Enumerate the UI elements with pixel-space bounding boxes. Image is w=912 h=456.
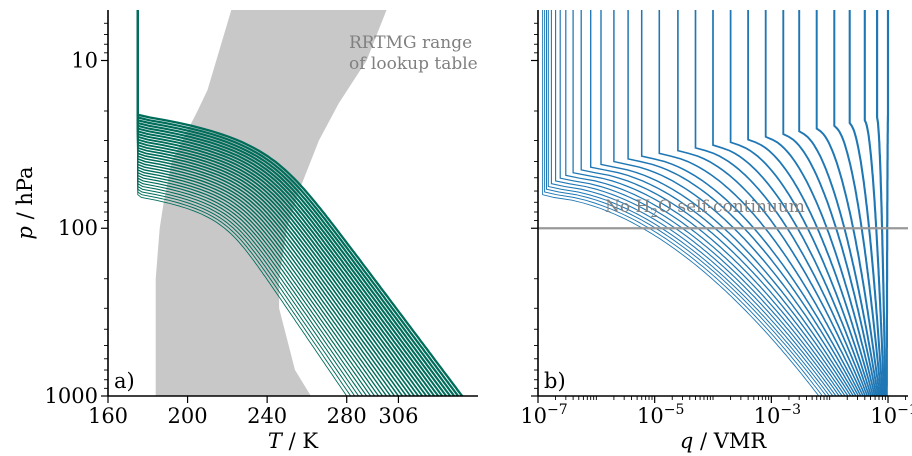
y-tick-label: 100 <box>58 216 98 240</box>
humidity-profile-line <box>815 10 881 397</box>
x-axis-symbol: q <box>680 429 693 453</box>
humidity-profile-line <box>572 10 846 397</box>
x-tick-label: 160 <box>88 404 128 428</box>
x-tick-label: 280 <box>327 404 367 428</box>
humidity-profile-line <box>764 10 876 397</box>
humidity-profile-line <box>833 10 883 397</box>
humidity-profile-line <box>885 10 890 396</box>
humidity-profile-line <box>876 10 887 397</box>
x-tick-label: 10−3 <box>754 402 801 428</box>
humidity-profile-line <box>658 10 864 397</box>
y-tick-label: 1000 <box>45 384 98 408</box>
panel-a-label: a) <box>114 369 135 393</box>
humidity-profile-line <box>590 10 852 397</box>
panel-b-axes <box>537 10 908 397</box>
y-tick-label: 10 <box>71 48 98 72</box>
annotation-subscript: 2 <box>650 206 658 220</box>
humidity-profile-line <box>863 10 886 397</box>
humidity-profile-line <box>542 10 820 397</box>
humidity-profile-line <box>782 10 878 397</box>
x-tick-label: 10−7 <box>520 402 567 428</box>
panel-b-x-axis-label: q / VMR <box>680 429 768 453</box>
x-tick-label: 306 <box>378 404 418 428</box>
x-axis-symbol: T <box>268 429 284 453</box>
temperature-profile-line <box>136 10 464 397</box>
x-axis-unit: / K <box>282 429 318 453</box>
panel-a-y-ticks: 10 100 1000 <box>45 22 108 408</box>
humidity-profile-line <box>555 10 837 397</box>
humidity-profile-line <box>747 10 874 397</box>
panel-a: RRTMG range of lookup table 160 200 240 280… <box>13 10 478 453</box>
humidity-profile-line <box>565 10 843 397</box>
y-axis-symbol: p <box>13 226 37 239</box>
panel-b-y-ticks <box>531 22 538 397</box>
humidity-profile-line <box>712 10 871 397</box>
panel-a-axes <box>107 10 478 397</box>
humidity-profile-line <box>546 10 827 397</box>
x-tick-label: 10−1 <box>870 402 912 428</box>
humidity-profile-line <box>640 10 862 397</box>
humidity-profile-line <box>550 10 834 397</box>
panel-a-x-ticks: 160 200 240 280 306 <box>88 396 418 428</box>
lookup-table-range-region <box>155 10 387 396</box>
humidity-profile-line <box>798 10 880 397</box>
lookup-table-annotation-line-2: of lookup table <box>349 54 478 74</box>
humidity-profile-line <box>580 10 849 397</box>
temperature-profiles <box>136 10 464 397</box>
x-tick-label: 240 <box>247 404 287 428</box>
annotation-part-3: O self-continuum <box>658 197 805 217</box>
humidity-profile-line <box>627 10 860 397</box>
humidity-profile-line <box>559 10 840 397</box>
panel-b-label: b) <box>544 369 566 393</box>
humidity-profile-line <box>729 10 872 397</box>
humidity-profile-line <box>694 10 868 397</box>
panel-a-x-axis-label: T / K <box>268 429 318 453</box>
humidity-profile-line <box>848 10 884 397</box>
humidity-profile-line <box>544 10 823 397</box>
panel-b-x-ticks: 10−7 10−5 10−3 10−1 <box>520 396 912 428</box>
lookup-table-range-area <box>155 10 387 396</box>
humidity-profile-line <box>600 10 854 397</box>
y-axis-unit: / hPa <box>13 166 37 226</box>
humidity-profile-line <box>677 10 866 397</box>
x-tick-label: 200 <box>168 404 208 428</box>
panel-b: No H2O self-continuum 10−7 10−5 10−3 10−1 b… <box>520 10 912 453</box>
humidity-profiles <box>542 10 890 397</box>
lookup-table-annotation-line-1: RRTMG range <box>349 33 472 53</box>
humidity-profile-line <box>547 10 830 397</box>
x-axis-unit: / VMR <box>693 429 767 453</box>
y-axis-label: p / hPa <box>13 166 37 239</box>
self-continuum-annotation: No H2O self-continuum <box>605 197 805 220</box>
annotation-part-1: No H <box>605 197 650 217</box>
x-tick-label: 10−5 <box>637 402 684 428</box>
humidity-profile-line <box>613 10 857 397</box>
